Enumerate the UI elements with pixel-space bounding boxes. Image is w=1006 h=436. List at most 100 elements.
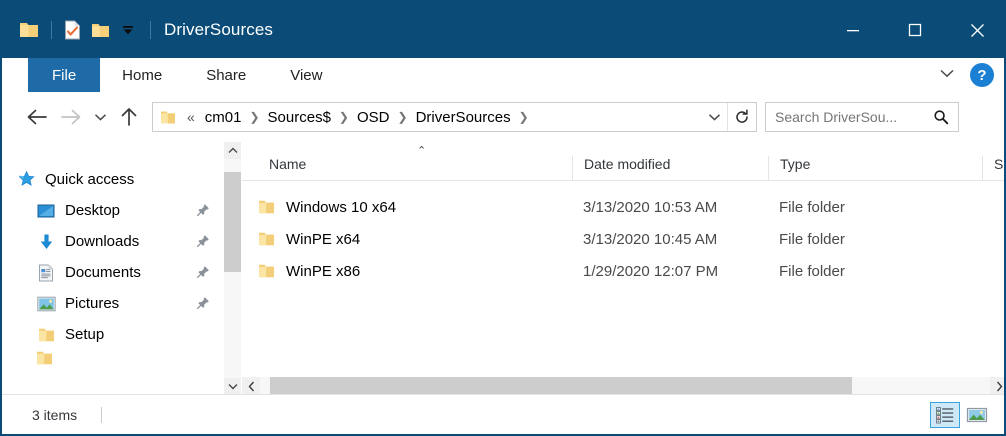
properties-icon[interactable]	[59, 17, 85, 43]
sidebar-item-quick-access[interactable]: Quick access	[2, 164, 224, 195]
file-date-cell: 3/13/2020 10:45 AM	[583, 230, 718, 248]
folder-icon	[36, 325, 56, 345]
pin-icon[interactable]	[196, 234, 210, 253]
address-bar-row: « cm01 ❯ Sources$ ❯ OSD ❯ DriverSources …	[2, 92, 1004, 142]
ribbon-tab-strip: File Home Share View ?	[2, 58, 1004, 92]
file-list-horizontal-scrollbar[interactable]	[242, 377, 1004, 395]
file-name-cell[interactable]: WinPE x86	[242, 263, 572, 280]
sidebar-item-label: Pictures	[65, 295, 120, 312]
folder-icon	[36, 350, 53, 366]
tab-share[interactable]: Share	[206, 66, 247, 84]
ribbon-right-controls: ?	[938, 58, 1004, 92]
large-icons-view-button[interactable]	[962, 402, 992, 428]
scrollbar-thumb[interactable]	[270, 377, 852, 395]
scroll-left-arrow-icon[interactable]	[242, 377, 260, 395]
status-bar: 3 items	[2, 394, 1004, 434]
sidebar-item-label: Documents	[65, 264, 141, 281]
minimize-button[interactable]	[822, 2, 884, 58]
status-bar-separator	[101, 406, 103, 423]
breadcrumb-separator-3[interactable]: ❯	[397, 110, 408, 124]
tab-home[interactable]: Home	[122, 66, 163, 84]
chevron-down-icon[interactable]	[938, 66, 956, 84]
breadcrumb-cm01[interactable]: cm01	[204, 108, 242, 126]
magnifier-icon[interactable]	[931, 109, 958, 125]
column-header-type[interactable]: Type	[768, 156, 982, 180]
breadcrumb-separator-1[interactable]: ❯	[249, 110, 260, 124]
column-header-name[interactable]: Name	[269, 156, 307, 172]
file-date-cell: 3/13/2020 10:53 AM	[583, 198, 718, 216]
breadcrumb-sources[interactable]: Sources$	[267, 108, 331, 126]
sidebar-item-documents[interactable]: Documents	[2, 257, 224, 288]
folder-icon[interactable]	[16, 17, 42, 43]
scroll-right-arrow-icon[interactable]	[990, 377, 1004, 395]
up-button[interactable]	[112, 100, 146, 134]
forward-button[interactable]	[54, 100, 88, 134]
recent-locations-icon[interactable]	[88, 100, 112, 134]
column-headers: ⌃ Name Date modified Type S	[242, 142, 1004, 181]
table-row[interactable]: WinPE x86 1/29/2020 12:07 PM File folder	[242, 255, 1004, 287]
maximize-button[interactable]	[884, 2, 946, 58]
download-arrow-icon	[36, 232, 56, 252]
folder-icon	[258, 231, 275, 247]
close-button[interactable]	[946, 2, 1004, 58]
pin-icon[interactable]	[196, 296, 210, 315]
sidebar-item-setup[interactable]: Setup	[2, 319, 224, 350]
sidebar-item-pictures[interactable]: Pictures	[2, 288, 224, 319]
scroll-down-arrow-icon[interactable]	[224, 378, 241, 395]
item-count-label: 3 items	[32, 406, 78, 423]
table-row[interactable]: WinPE x64 3/13/2020 10:45 AM File folder	[242, 223, 1004, 255]
search-input[interactable]	[766, 109, 931, 125]
file-name-label: WinPE x64	[286, 230, 361, 248]
explorer-content: Quick access Desktop	[2, 142, 1004, 395]
refresh-icon[interactable]	[727, 103, 756, 131]
sidebar-item-label: Setup	[65, 326, 105, 343]
qat-separator-1	[51, 21, 52, 39]
column-header-date-modified[interactable]: Date modified	[572, 156, 768, 180]
sidebar-item-downloads[interactable]: Downloads	[2, 226, 224, 257]
help-button[interactable]: ?	[970, 63, 994, 87]
breadcrumb-overflow[interactable]: «	[187, 109, 195, 125]
back-button[interactable]	[20, 100, 54, 134]
folder-icon	[258, 199, 275, 215]
search-box[interactable]	[765, 102, 959, 132]
file-date-cell: 1/29/2020 12:07 PM	[583, 262, 719, 280]
picture-icon	[36, 294, 56, 314]
view-mode-buttons	[930, 401, 1004, 428]
tab-view[interactable]: View	[290, 66, 323, 84]
file-rows: Windows 10 x64 3/13/2020 10:53 AM File f…	[242, 181, 1004, 287]
tab-file[interactable]: File	[28, 58, 101, 92]
qat-separator-2	[150, 21, 151, 39]
file-name-label: WinPE x86	[286, 262, 361, 280]
column-header-size[interactable]: S	[982, 156, 1004, 180]
window-title: DriverSources	[164, 20, 273, 39]
customize-dropdown-icon[interactable]	[115, 17, 141, 43]
breadcrumb-osd[interactable]: OSD	[356, 108, 390, 126]
desktop-icon	[36, 201, 56, 221]
file-name-cell[interactable]: WinPE x64	[242, 231, 572, 248]
file-name-cell[interactable]: Windows 10 x64	[242, 199, 572, 216]
address-breadcrumb-bar[interactable]: « cm01 ❯ Sources$ ❯ OSD ❯ DriverSources …	[152, 102, 757, 132]
pin-icon[interactable]	[196, 203, 210, 222]
navigation-pane: Quick access Desktop	[2, 142, 224, 395]
sort-ascending-caret-icon: ⌃	[417, 145, 427, 157]
table-row[interactable]: Windows 10 x64 3/13/2020 10:53 AM File f…	[242, 191, 1004, 223]
file-type-cell: File folder	[779, 230, 845, 248]
title-bar: DriverSources	[2, 2, 1004, 58]
sidebar-item-partial[interactable]	[2, 350, 224, 366]
file-type-cell: File folder	[779, 262, 845, 280]
sidebar-item-label: Quick access	[45, 171, 135, 188]
scroll-up-arrow-icon[interactable]	[224, 142, 241, 159]
pin-icon[interactable]	[196, 265, 210, 284]
details-view-button[interactable]	[930, 401, 960, 428]
new-folder-icon[interactable]	[87, 17, 113, 43]
navigation-pane-scrollbar[interactable]	[224, 142, 241, 395]
quick-access-tree: Quick access Desktop	[2, 142, 224, 366]
scrollbar-thumb[interactable]	[224, 172, 241, 272]
breadcrumb-driversources[interactable]: DriverSources	[415, 108, 511, 126]
address-history-chevron-icon[interactable]	[701, 103, 727, 131]
breadcrumb-separator-2[interactable]: ❯	[338, 110, 349, 124]
file-name-label: Windows 10 x64	[286, 198, 397, 216]
sidebar-item-desktop[interactable]: Desktop	[2, 195, 224, 226]
breadcrumb-separator-4[interactable]: ❯	[518, 110, 529, 124]
